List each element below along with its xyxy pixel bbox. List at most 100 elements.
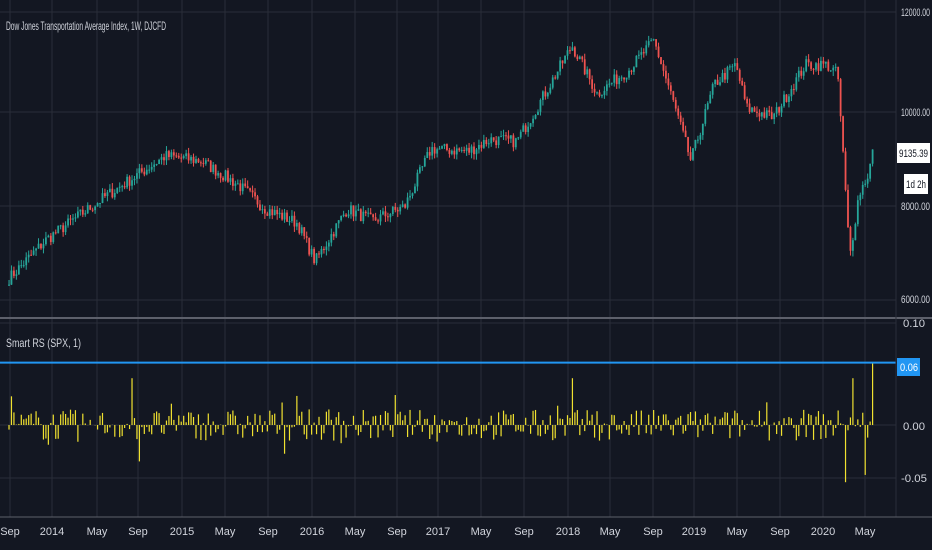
candle[interactable] bbox=[721, 69, 724, 83]
candle[interactable] bbox=[291, 210, 293, 223]
candle[interactable] bbox=[200, 160, 202, 167]
candle[interactable] bbox=[271, 205, 274, 220]
candle[interactable] bbox=[22, 260, 25, 268]
candle[interactable] bbox=[140, 164, 143, 174]
candle[interactable] bbox=[492, 137, 495, 143]
candle[interactable] bbox=[679, 111, 682, 125]
candle[interactable] bbox=[559, 56, 562, 76]
candle[interactable] bbox=[583, 53, 586, 76]
candle[interactable] bbox=[106, 189, 109, 202]
candle[interactable] bbox=[460, 146, 463, 153]
candle[interactable] bbox=[532, 115, 534, 127]
candle[interactable] bbox=[674, 97, 677, 112]
candle[interactable] bbox=[869, 163, 872, 182]
candle[interactable] bbox=[805, 55, 808, 73]
candle[interactable] bbox=[45, 231, 47, 246]
candle[interactable] bbox=[586, 66, 589, 78]
candle[interactable] bbox=[812, 68, 815, 75]
candle[interactable] bbox=[207, 157, 210, 162]
candle[interactable] bbox=[369, 208, 372, 215]
candle[interactable] bbox=[613, 68, 616, 87]
candle[interactable] bbox=[783, 90, 785, 108]
candle[interactable] bbox=[844, 147, 847, 192]
candle[interactable] bbox=[635, 55, 638, 68]
candle[interactable] bbox=[768, 105, 771, 116]
candle[interactable] bbox=[650, 38, 653, 42]
candle[interactable] bbox=[441, 145, 443, 150]
candle[interactable] bbox=[490, 133, 493, 147]
candle[interactable] bbox=[340, 215, 343, 222]
candle[interactable] bbox=[79, 209, 82, 216]
candle[interactable] bbox=[320, 246, 323, 258]
candle[interactable] bbox=[605, 80, 608, 96]
candle[interactable] bbox=[136, 168, 138, 184]
candle[interactable] bbox=[706, 101, 709, 111]
candle[interactable] bbox=[59, 224, 62, 230]
candle[interactable] bbox=[495, 136, 498, 149]
candle[interactable] bbox=[566, 46, 569, 60]
candle[interactable] bbox=[423, 155, 426, 168]
candle[interactable] bbox=[350, 201, 352, 219]
candle[interactable] bbox=[746, 96, 749, 107]
candle[interactable] bbox=[155, 163, 158, 166]
candle[interactable] bbox=[35, 247, 37, 256]
candle[interactable] bbox=[391, 205, 394, 216]
candle[interactable] bbox=[8, 279, 10, 287]
candle[interactable] bbox=[514, 137, 517, 150]
candle[interactable] bbox=[564, 55, 566, 64]
candle[interactable] bbox=[212, 161, 215, 175]
candle[interactable] bbox=[859, 192, 862, 206]
candle[interactable] bbox=[667, 73, 670, 90]
candle[interactable] bbox=[108, 184, 111, 193]
candle[interactable] bbox=[797, 66, 800, 82]
candle[interactable] bbox=[342, 210, 345, 218]
candle[interactable] bbox=[637, 50, 640, 60]
candle[interactable] bbox=[561, 60, 564, 69]
candle[interactable] bbox=[379, 209, 382, 226]
candle[interactable] bbox=[47, 234, 50, 238]
candle[interactable] bbox=[763, 107, 766, 119]
candle[interactable] bbox=[281, 209, 284, 221]
candle[interactable] bbox=[758, 109, 761, 122]
candle[interactable] bbox=[163, 153, 165, 166]
rs-axis[interactable]: 0.10 0.00 -0.05 bbox=[901, 318, 927, 485]
candle[interactable] bbox=[315, 253, 318, 266]
candle[interactable] bbox=[524, 123, 527, 135]
candle[interactable] bbox=[608, 78, 611, 88]
candle[interactable] bbox=[121, 184, 124, 192]
candle[interactable] bbox=[802, 67, 805, 80]
candle[interactable] bbox=[335, 223, 338, 239]
candle[interactable] bbox=[32, 246, 35, 256]
candle[interactable] bbox=[591, 75, 594, 94]
candle[interactable] bbox=[367, 207, 370, 218]
candle[interactable] bbox=[487, 138, 490, 149]
candle[interactable] bbox=[871, 149, 874, 167]
candle[interactable] bbox=[249, 187, 252, 193]
candle[interactable] bbox=[76, 206, 79, 219]
candle[interactable] bbox=[478, 139, 480, 154]
candle[interactable] bbox=[300, 224, 303, 236]
candle[interactable] bbox=[168, 149, 170, 161]
candle[interactable] bbox=[741, 77, 744, 86]
candle[interactable] bbox=[273, 205, 276, 216]
candle[interactable] bbox=[861, 181, 864, 199]
candle[interactable] bbox=[382, 207, 384, 216]
candle[interactable] bbox=[396, 207, 399, 218]
candle[interactable] bbox=[236, 179, 239, 185]
candle[interactable] bbox=[827, 59, 830, 72]
candle[interactable] bbox=[355, 205, 357, 221]
candle[interactable] bbox=[756, 106, 758, 118]
candle[interactable] bbox=[91, 207, 94, 213]
candle[interactable] bbox=[728, 64, 731, 71]
candle[interactable] bbox=[94, 205, 97, 214]
candle[interactable] bbox=[719, 76, 721, 87]
candle[interactable] bbox=[126, 174, 128, 190]
candle[interactable] bbox=[62, 222, 65, 237]
candle[interactable] bbox=[293, 211, 296, 232]
candle[interactable] bbox=[15, 269, 18, 280]
candle[interactable] bbox=[505, 132, 507, 141]
candle[interactable] bbox=[610, 82, 613, 86]
candle[interactable] bbox=[30, 249, 33, 256]
candle[interactable] bbox=[465, 144, 468, 156]
candle[interactable] bbox=[401, 200, 404, 208]
